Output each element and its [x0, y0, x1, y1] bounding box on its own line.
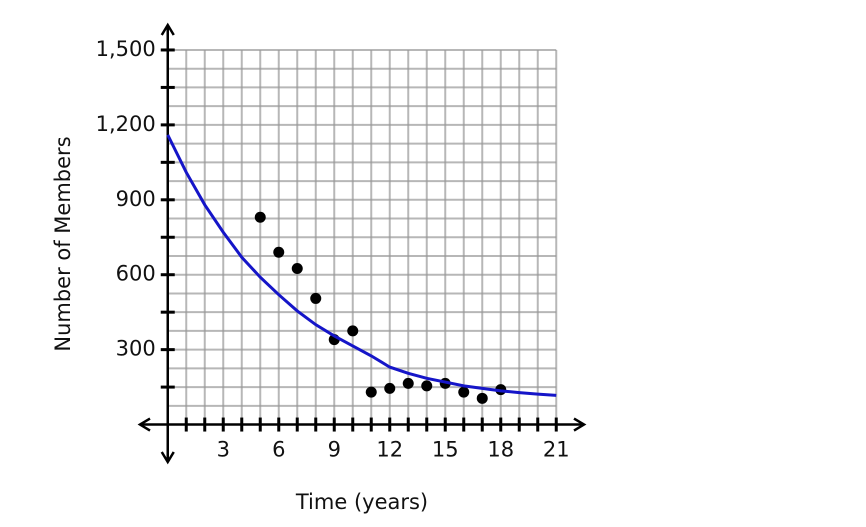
point [458, 386, 470, 398]
x-tick-label: 12 [376, 438, 403, 462]
x-tick-label: 3 [217, 438, 230, 462]
arrow [160, 451, 175, 465]
y-tick-label: 600 [116, 262, 156, 286]
point [402, 377, 414, 389]
point [365, 386, 377, 398]
x-tick-label: 21 [543, 438, 570, 462]
x-axis-label: Time (years) [295, 490, 428, 514]
point [421, 380, 433, 392]
x-tick-label: 18 [487, 438, 514, 462]
y-tick-label: 900 [116, 187, 156, 211]
point [254, 211, 266, 223]
x-tick-label: 6 [272, 438, 285, 462]
point [310, 292, 322, 304]
point [347, 325, 359, 337]
point [384, 382, 396, 394]
x-tick-label: 15 [432, 438, 459, 462]
arrow [573, 417, 587, 432]
point [273, 246, 285, 258]
y-tick-label: 300 [116, 337, 156, 361]
point [476, 392, 488, 404]
y-tick-label: 1,200 [96, 112, 156, 136]
arrow [160, 22, 175, 36]
point [291, 262, 303, 274]
arrow [137, 417, 151, 432]
curve [166, 134, 557, 397]
y-tick-label: 1,500 [96, 37, 156, 61]
x-tick-label: 9 [328, 438, 341, 462]
y-axis-label: Number of Members [51, 136, 75, 351]
